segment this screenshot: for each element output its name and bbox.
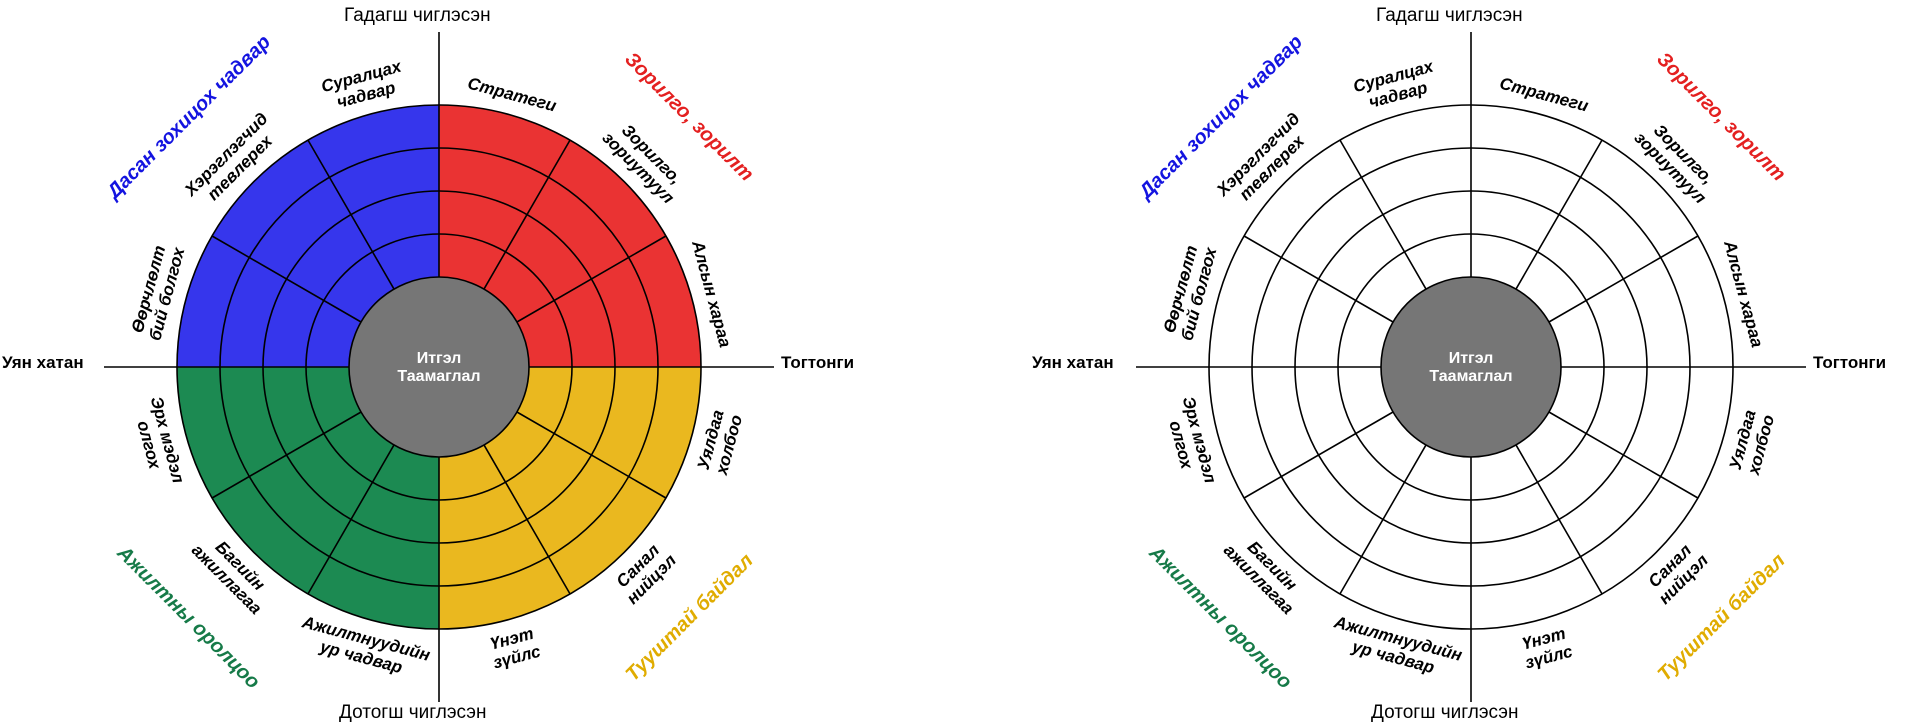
svg-text:Таамаглал: Таамаглал <box>397 368 480 385</box>
svg-text:Багийнажиллагаа: Багийнажиллагаа <box>1220 527 1311 618</box>
svg-text:Үнэтзүйлс: Үнэтзүйлс <box>1518 623 1575 672</box>
svg-text:Суралцахчадвар: Суралцахчадвар <box>1351 56 1442 114</box>
svg-text:Итгэл: Итгэл <box>417 350 462 367</box>
svg-text:Зорилго,зориутуул: Зорилго,зориутуул <box>1631 115 1724 208</box>
svg-text:Ажилтнуудийнур чадвар: Ажилтнуудийнур чадвар <box>1326 612 1464 683</box>
svg-text:Үнэтзүйлс: Үнэтзүйлс <box>486 623 543 672</box>
svg-text:Суралцахчадвар: Суралцахчадвар <box>319 56 410 114</box>
svg-text:Стратеги: Стратеги <box>1498 74 1591 116</box>
svg-text:Эрх мэдэлолгох: Эрх мэдэлолгох <box>1160 394 1220 490</box>
svg-text:Уялдаахолбоо: Уялдаахолбоо <box>693 408 746 478</box>
svg-text:Уялдаахолбоо: Уялдаахолбоо <box>1725 408 1778 478</box>
svg-text:Эрх мэдэлолгох: Эрх мэдэлолгох <box>128 394 188 490</box>
svg-text:Алсын хараа: Алсын хараа <box>1720 238 1767 350</box>
svg-text:Саналнийцэл: Саналнийцэл <box>1641 537 1712 608</box>
svg-text:Итгэл: Итгэл <box>1449 350 1494 367</box>
svg-text:Таамаглал: Таамаглал <box>1429 368 1512 385</box>
